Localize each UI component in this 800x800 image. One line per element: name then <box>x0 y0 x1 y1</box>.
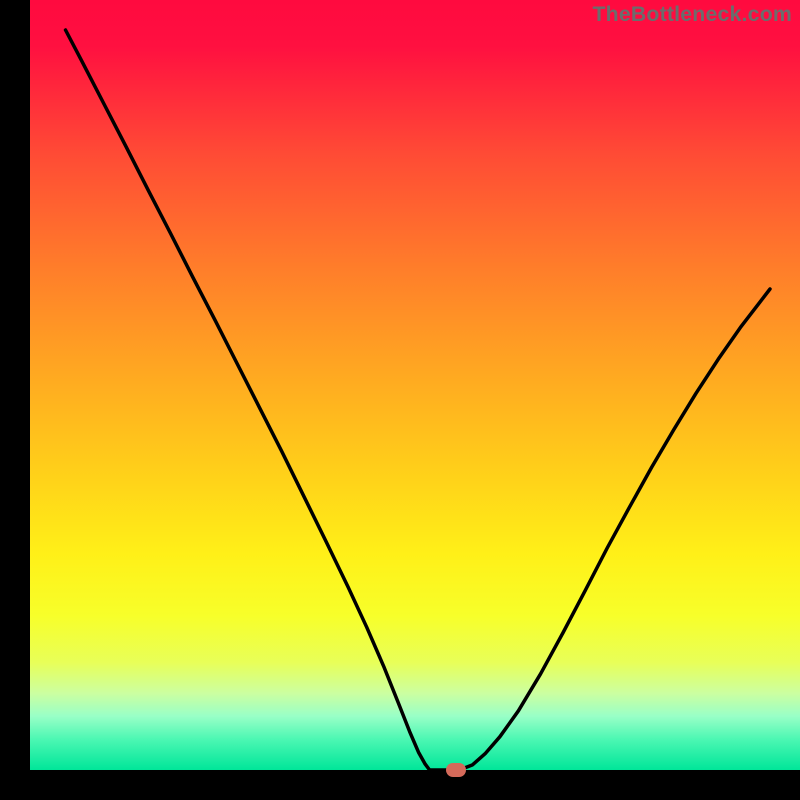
bottleneck-chart: TheBottleneck.com <box>0 0 800 800</box>
plot-background <box>30 0 800 770</box>
chart-svg <box>0 0 800 800</box>
sweet-spot-marker <box>446 763 466 777</box>
watermark-text: TheBottleneck.com <box>592 2 792 27</box>
